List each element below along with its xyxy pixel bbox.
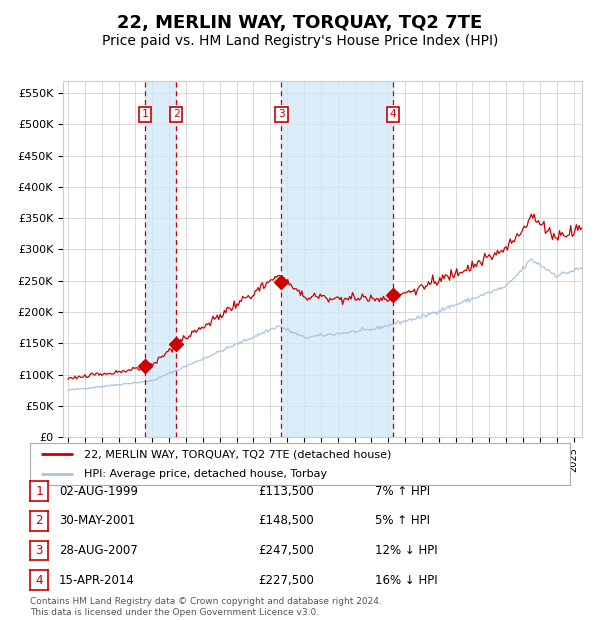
Text: 22, MERLIN WAY, TORQUAY, TQ2 7TE (detached house): 22, MERLIN WAY, TORQUAY, TQ2 7TE (detach…: [84, 450, 391, 459]
Text: £247,500: £247,500: [258, 544, 314, 557]
Bar: [145, 81, 176, 437]
Text: 4: 4: [390, 110, 397, 120]
Text: 2: 2: [173, 110, 179, 120]
Text: 22, MERLIN WAY, TORQUAY, TQ2 7TE: 22, MERLIN WAY, TORQUAY, TQ2 7TE: [118, 14, 482, 32]
Text: 5% ↑ HPI: 5% ↑ HPI: [375, 515, 430, 527]
Text: 3: 3: [35, 544, 43, 557]
Text: HPI: Average price, detached house, Torbay: HPI: Average price, detached house, Torb…: [84, 469, 327, 479]
Text: 15-APR-2014: 15-APR-2014: [59, 574, 134, 587]
Text: Contains HM Land Registry data © Crown copyright and database right 2024.
This d: Contains HM Land Registry data © Crown c…: [30, 598, 382, 617]
Text: 30-MAY-2001: 30-MAY-2001: [59, 515, 135, 527]
Text: 7% ↑ HPI: 7% ↑ HPI: [375, 485, 430, 497]
Text: 02-AUG-1999: 02-AUG-1999: [59, 485, 138, 497]
Text: 1: 1: [35, 485, 43, 497]
Text: 12% ↓ HPI: 12% ↓ HPI: [375, 544, 437, 557]
Bar: [281, 81, 393, 437]
Text: 1: 1: [142, 110, 149, 120]
Text: £227,500: £227,500: [258, 574, 314, 587]
Text: £148,500: £148,500: [258, 515, 314, 527]
Text: 16% ↓ HPI: 16% ↓ HPI: [375, 574, 437, 587]
Text: Price paid vs. HM Land Registry's House Price Index (HPI): Price paid vs. HM Land Registry's House …: [102, 34, 498, 48]
Text: 4: 4: [35, 574, 43, 587]
Text: £113,500: £113,500: [258, 485, 314, 497]
Text: 2: 2: [35, 515, 43, 527]
Text: 28-AUG-2007: 28-AUG-2007: [59, 544, 137, 557]
Text: 3: 3: [278, 110, 285, 120]
